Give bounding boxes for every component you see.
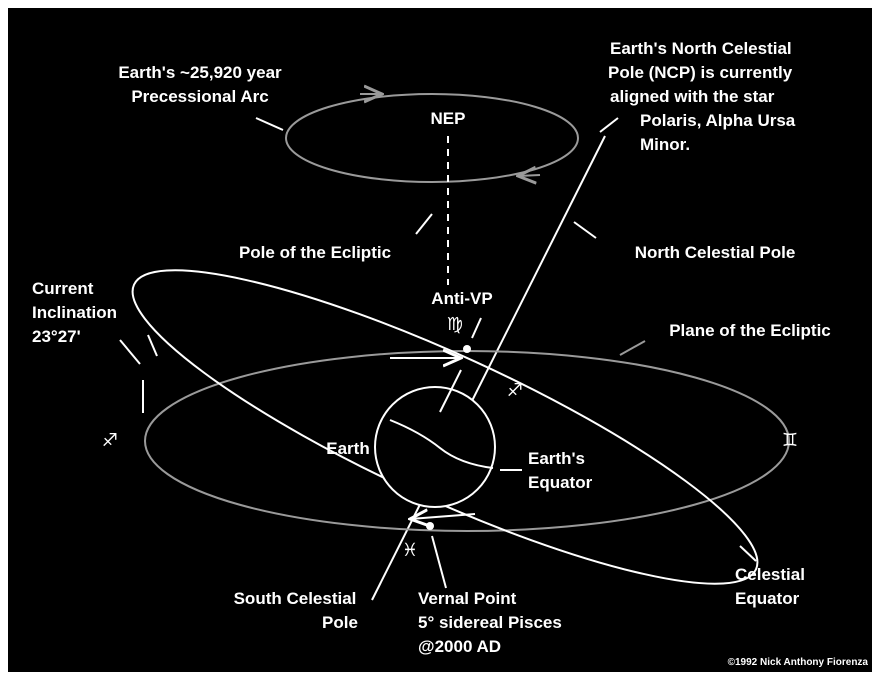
label: Celestial — [735, 565, 805, 584]
zodiac-symbol: ♐ — [507, 380, 523, 401]
label: Earth's ~25,920 year — [118, 63, 282, 82]
label: Pole of the Ecliptic — [239, 243, 391, 262]
label: Equator — [735, 589, 800, 608]
label: Polaris, Alpha Ursa — [640, 111, 796, 130]
label: Earth's — [528, 449, 585, 468]
copyright: ©1992 Nick Anthony Fiorenza — [728, 657, 869, 668]
label: @2000 AD — [418, 637, 501, 656]
label: Earth's North Celestial — [610, 39, 792, 58]
label: Equator — [528, 473, 593, 492]
arc-arrow — [518, 175, 540, 176]
zodiac-symbol: ♊ — [782, 430, 798, 451]
label: Inclination — [32, 303, 117, 322]
diagram: Earth's ~25,920 year Precessional Arc NE… — [0, 0, 879, 677]
label: 5° sidereal Pisces — [418, 613, 562, 632]
label: Precessional Arc — [131, 87, 268, 106]
zodiac-symbol: ♐ — [102, 430, 118, 451]
label: Pole (NCP) is currently — [608, 63, 793, 82]
vernal-point — [426, 522, 434, 530]
label: aligned with the star — [610, 87, 775, 106]
label: Vernal Point — [418, 589, 517, 608]
label: 23°27' — [32, 327, 81, 346]
label: North Celestial Pole — [635, 243, 796, 262]
label: Pole — [322, 613, 358, 632]
label: Anti-VP — [431, 289, 492, 308]
earth — [375, 387, 495, 507]
label: Plane of the Ecliptic — [669, 321, 831, 340]
zodiac-symbol: ♍ — [447, 314, 463, 335]
label: Minor. — [640, 135, 690, 154]
label: Current — [32, 279, 94, 298]
zodiac-symbol: ♓ — [402, 540, 418, 561]
label: NEP — [431, 109, 466, 128]
label: South Celestial — [234, 589, 357, 608]
anti-vp-point — [463, 345, 471, 353]
label: Earth — [326, 439, 369, 458]
